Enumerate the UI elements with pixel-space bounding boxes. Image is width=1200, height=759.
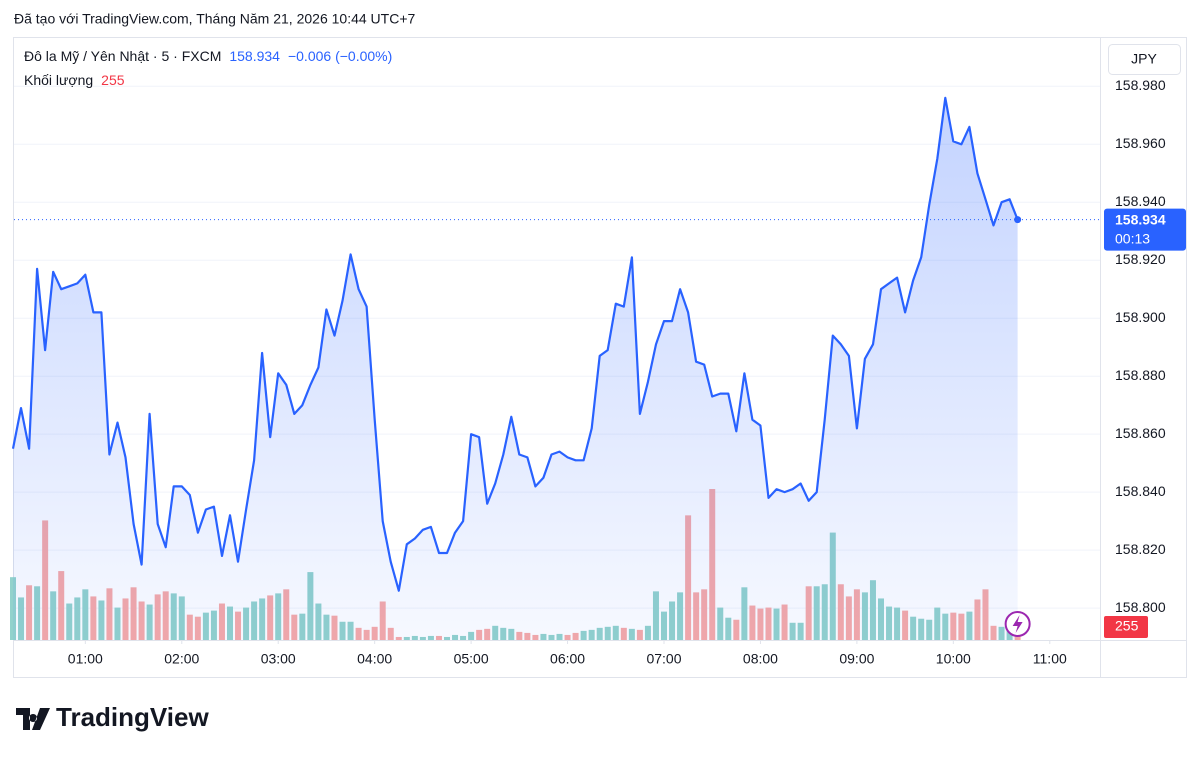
price-line — [11, 96, 1019, 592]
volume-last: 255 — [101, 72, 125, 88]
y-tick-label: 158.920 — [1115, 251, 1166, 267]
chart-frame — [13, 37, 1187, 678]
x-tick-label: 11:00 — [1033, 651, 1067, 667]
y-tick-label: 158.960 — [1115, 135, 1166, 151]
logo: TradingView — [16, 702, 209, 732]
y-tick-label: 158.840 — [1115, 483, 1166, 499]
x-tick-label: 05:00 — [454, 651, 489, 667]
countdown: 00:13 — [1115, 230, 1150, 246]
logo-text: TradingView — [56, 702, 209, 732]
y-tick-label: 158.980 — [1115, 77, 1166, 93]
volume-legend: Khối lượng 255 — [24, 72, 125, 88]
x-tick-label: 09:00 — [839, 651, 874, 667]
x-tick-label: 07:00 — [646, 651, 681, 667]
x-tick-label: 10:00 — [936, 651, 971, 667]
y-tick-label: 158.940 — [1115, 193, 1166, 209]
logo-icon — [16, 708, 50, 730]
x-tick-label: 08:00 — [743, 651, 778, 667]
currency[interactable]: JPY — [1131, 51, 1157, 67]
x-tick-label: 01:00 — [68, 651, 103, 667]
price-label-box — [1104, 208, 1186, 251]
x-tick-label: 02:00 — [164, 651, 199, 667]
x-tick-label: 04:00 — [357, 651, 392, 667]
volume-label-box — [1104, 616, 1148, 638]
change: −0.006 (−0.00%) — [288, 48, 392, 64]
area — [13, 97, 1018, 640]
y-tick-label: 158.800 — [1115, 599, 1166, 615]
symbol: Đô la Mỹ / Yên Nhật · 5 · FXCM — [24, 48, 221, 64]
y-tick-label: 158.880 — [1115, 367, 1166, 383]
last-point — [1014, 216, 1022, 224]
plot — [10, 85, 1100, 640]
x-tick-label: 03:00 — [261, 651, 296, 667]
currency-button[interactable] — [1108, 44, 1181, 75]
last-price: 158.934 — [229, 48, 280, 64]
volume-label: 255 — [1115, 618, 1139, 634]
y-tick-label: 158.900 — [1115, 309, 1166, 325]
x-tick-label: 06:00 — [550, 651, 585, 667]
y-tick-label: 158.820 — [1115, 541, 1166, 557]
legend-title: Đô la Mỹ / Yên Nhật · 5 · FXCM 158.934 −0.… — [24, 48, 392, 64]
volume-name: Khối lượng — [24, 72, 93, 88]
price-label: 158.934 — [1115, 211, 1166, 227]
header: Đã tạo với TradingView.com, Tháng Năm 21… — [14, 11, 415, 27]
y-tick-label: 158.860 — [1115, 425, 1166, 441]
alert-bolt — [1012, 615, 1023, 633]
